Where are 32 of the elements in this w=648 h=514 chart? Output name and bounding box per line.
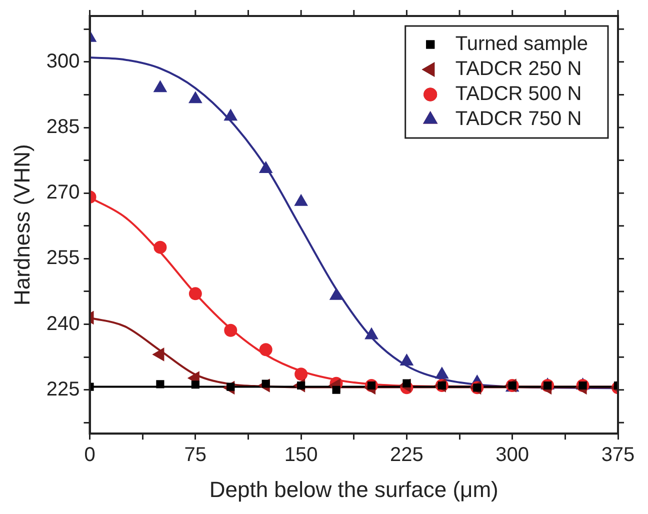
legend-label: TADCR 750 N (455, 108, 582, 130)
legend-label: TADCR 250 N (455, 58, 582, 80)
point (154, 240, 167, 254)
x-tick-label: 300 (496, 444, 530, 466)
y-tick-label: 285 (46, 116, 80, 138)
point (294, 194, 308, 206)
point (188, 287, 202, 300)
legend-label: Turned sample (455, 33, 588, 56)
x-tick-label: 375 (601, 444, 635, 466)
x-tick-label: 0 (84, 444, 96, 466)
point (364, 328, 378, 340)
point (154, 80, 167, 92)
point (224, 324, 238, 337)
y-tick-label: 300 (46, 50, 80, 72)
y-tick-label: 270 (46, 182, 80, 204)
legend-label: TADCR 500 N (455, 83, 582, 106)
x-tick-label: 225 (390, 444, 424, 466)
y-tick-label: 240 (46, 312, 80, 335)
x-tick-label: 150 (284, 444, 318, 466)
point (224, 109, 238, 121)
x-axis-title: Depth below the surface (μm) (209, 476, 498, 502)
y-axis-title: Hardness (VHN) (9, 144, 34, 306)
x-tick-label: 75 (184, 444, 207, 466)
point (259, 162, 272, 174)
point (191, 380, 200, 389)
point (330, 288, 343, 300)
point (156, 380, 164, 388)
y-tick-label: 225 (46, 378, 80, 400)
y-tick-label: 255 (46, 247, 80, 270)
point (259, 343, 272, 356)
point (294, 368, 308, 381)
point (188, 92, 202, 104)
